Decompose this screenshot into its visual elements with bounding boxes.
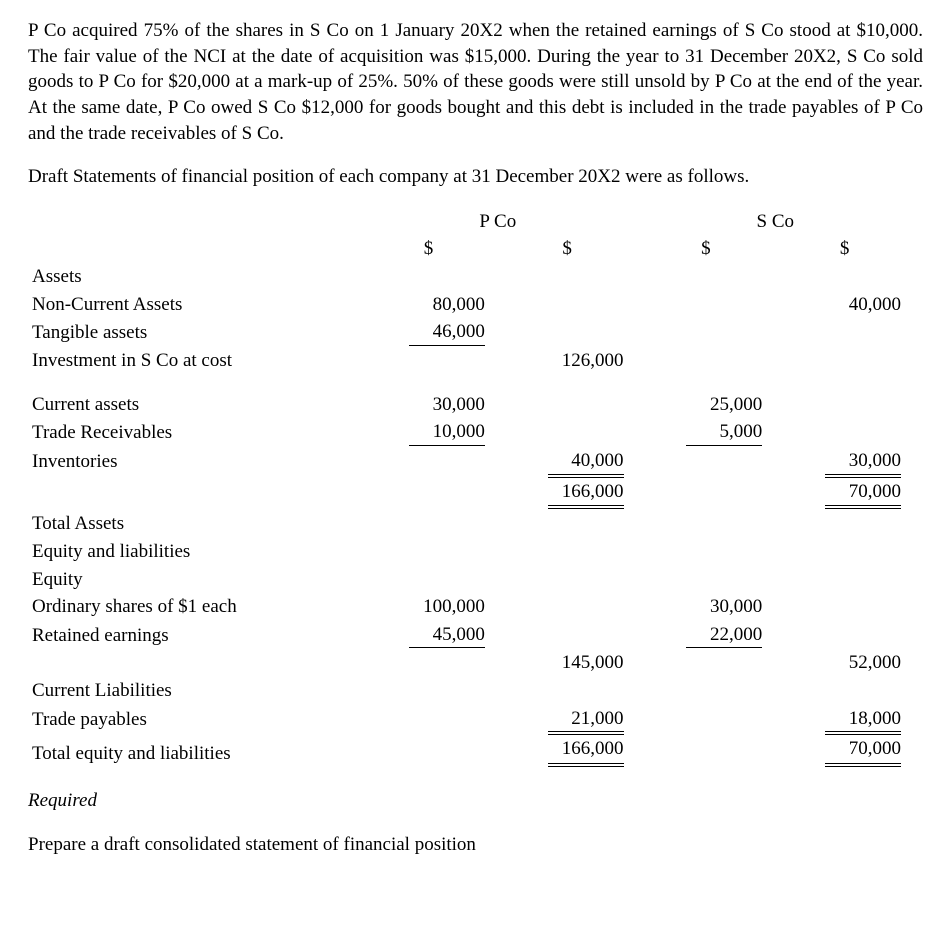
row-label-current-assets: Current assets xyxy=(28,391,368,419)
cell-value: 25,000 xyxy=(686,392,762,418)
row-label-assets: Assets xyxy=(28,263,368,291)
row-label-nca: Non-Current Assets xyxy=(28,291,368,319)
cell-value: 70,000 xyxy=(825,477,901,510)
cell-value: 30,000 xyxy=(409,392,485,418)
table-header-row: P Co S Co xyxy=(28,208,923,236)
intro-paragraph-1: P Co acquired 75% of the shares in S Co … xyxy=(28,18,923,146)
cell-value: 30,000 xyxy=(825,448,901,475)
header-sco: S Co xyxy=(646,208,923,236)
table-row: Non-Current Assets 80,000 40,000 xyxy=(28,291,923,319)
row-label-inventories: Inventories xyxy=(28,447,368,476)
row-label-investment: Investment in S Co at cost xyxy=(28,347,368,375)
cell-value: 46,000 xyxy=(409,319,485,346)
cell-value: 5,000 xyxy=(686,419,762,446)
currency-symbol: $ xyxy=(646,235,785,263)
row-label-equity-liabilities: Equity and liabilities xyxy=(28,538,368,566)
cell-value: 52,000 xyxy=(825,650,901,676)
table-row: Trade Receivables 10,000 5,000 xyxy=(28,418,923,447)
intro-paragraph-2: Draft Statements of financial position o… xyxy=(28,164,923,190)
header-pco: P Co xyxy=(368,208,645,236)
row-label-trade-payables: Trade payables xyxy=(28,705,368,734)
row-label-trade-receivables: Trade Receivables xyxy=(28,418,368,447)
table-row: Total equity and liabilities 166,000 70,… xyxy=(28,733,923,768)
table-currency-row: $ $ $ $ xyxy=(28,235,923,263)
table-row: 145,000 52,000 xyxy=(28,649,923,677)
table-row: 166,000 70,000 xyxy=(28,476,923,511)
row-label-total-assets: Total Assets xyxy=(28,510,368,538)
table-row: Tangible assets 46,000 xyxy=(28,318,923,347)
cell-value: 22,000 xyxy=(686,622,762,649)
cell-value: 166,000 xyxy=(548,734,624,767)
cell-value: 166,000 xyxy=(548,477,624,510)
cell-value: 45,000 xyxy=(409,622,485,649)
cell-value: 145,000 xyxy=(548,650,624,676)
financial-position-table: P Co S Co $ $ $ $ Assets Non-Current Ass… xyxy=(28,208,923,768)
table-row: Trade payables 21,000 18,000 xyxy=(28,705,923,734)
cell-value: 70,000 xyxy=(825,734,901,767)
table-row: Equity and liabilities xyxy=(28,538,923,566)
table-row: Investment in S Co at cost 126,000 xyxy=(28,347,923,375)
table-row: Equity xyxy=(28,566,923,594)
cell-value: 10,000 xyxy=(409,419,485,446)
cell-value: 30,000 xyxy=(686,594,762,620)
table-row: Current assets 30,000 25,000 xyxy=(28,391,923,419)
required-heading: Required xyxy=(28,788,923,814)
cell-value: 21,000 xyxy=(548,706,624,733)
row-label-retained-earnings: Retained earnings xyxy=(28,621,368,650)
table-row: Current Liabilities xyxy=(28,677,923,705)
row-label-total-equity-liabilities: Total equity and liabilities xyxy=(28,733,368,768)
cell-value: 80,000 xyxy=(409,292,485,318)
currency-symbol: $ xyxy=(368,235,507,263)
currency-symbol: $ xyxy=(507,235,646,263)
currency-symbol: $ xyxy=(784,235,923,263)
table-row: Retained earnings 45,000 22,000 xyxy=(28,621,923,650)
cell-value: 126,000 xyxy=(548,348,624,374)
row-label-tangible: Tangible assets xyxy=(28,318,368,347)
table-row: Total Assets xyxy=(28,510,923,538)
required-text: Prepare a draft consolidated statement o… xyxy=(28,832,923,858)
row-label-current-liabilities: Current Liabilities xyxy=(28,677,368,705)
cell-value: 100,000 xyxy=(409,594,485,620)
table-row: Ordinary shares of $1 each 100,000 30,00… xyxy=(28,593,923,621)
cell-value: 18,000 xyxy=(825,706,901,733)
cell-value: 40,000 xyxy=(825,292,901,318)
table-row: Inventories 40,000 30,000 xyxy=(28,447,923,476)
row-label-equity: Equity xyxy=(28,566,368,594)
cell-value: 40,000 xyxy=(548,448,624,475)
table-row: Assets xyxy=(28,263,923,291)
row-label-ordinary-shares: Ordinary shares of $1 each xyxy=(28,593,368,621)
